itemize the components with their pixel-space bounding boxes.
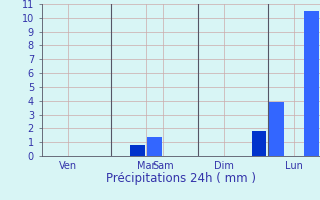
X-axis label: Précipitations 24h ( mm ): Précipitations 24h ( mm ) — [106, 172, 256, 185]
Bar — [130, 145, 145, 156]
Bar — [252, 131, 267, 156]
Bar — [147, 137, 162, 156]
Bar — [269, 102, 284, 156]
Bar — [304, 11, 319, 156]
